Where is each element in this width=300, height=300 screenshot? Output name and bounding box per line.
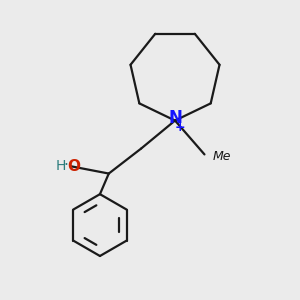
Text: O: O [68, 159, 80, 174]
Text: N: N [168, 109, 182, 127]
Text: Me: Me [213, 150, 231, 163]
Text: +: + [175, 121, 186, 134]
Text: ·: · [63, 158, 68, 173]
Text: H: H [56, 159, 66, 172]
